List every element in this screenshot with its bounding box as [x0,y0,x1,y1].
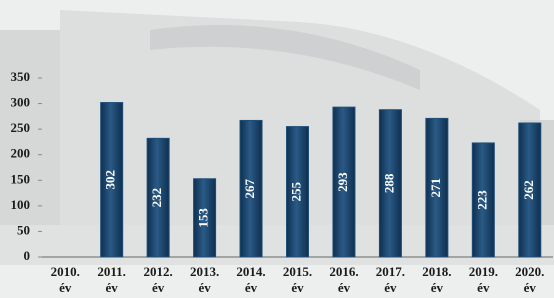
value-label: 267 [242,178,257,198]
x-tick-label: 2015. év [278,264,318,296]
x-tick-label: 2018. év [417,264,457,296]
value-label: 232 [149,188,164,208]
background-photo [0,0,554,298]
value-label: 271 [428,178,443,198]
x-tick-label: 2011. év [92,264,132,296]
value-label: 255 [288,182,303,202]
y-tick-label: 100 [11,197,31,212]
x-tick-label: 2014. év [231,264,271,296]
x-tick-label: 2013. év [185,264,225,296]
value-label: 293 [335,172,350,192]
x-tick-label: 2016. év [324,264,364,296]
value-label: 262 [521,180,536,200]
x-tick-label: 2010. év [45,264,85,296]
value-label: 223 [474,190,489,210]
y-tick-label: 250 [11,120,31,135]
x-tick-label: 2020. év [510,264,550,296]
y-tick-label: 0 [24,248,31,263]
y-tick-label: 200 [11,146,31,161]
y-tick-label: 50 [17,222,30,237]
value-label: 288 [381,173,396,193]
x-tick-label: 2012. év [138,264,178,296]
chart: 0 50 100 150 200 250 300 350 302 232 153 267 255 293 2… [0,0,554,298]
y-tick-label: 350 [11,69,31,84]
y-tick-label: 300 [11,95,31,110]
value-label: 302 [103,170,118,190]
screenshot: 0 50 100 150 200 250 300 350 302 232 153 267 255 293 2… [0,0,554,298]
x-tick-label: 2017. év [370,264,410,296]
y-tick-label: 150 [11,171,31,186]
value-label: 153 [196,208,211,228]
x-tick-label: 2019. év [463,264,503,296]
